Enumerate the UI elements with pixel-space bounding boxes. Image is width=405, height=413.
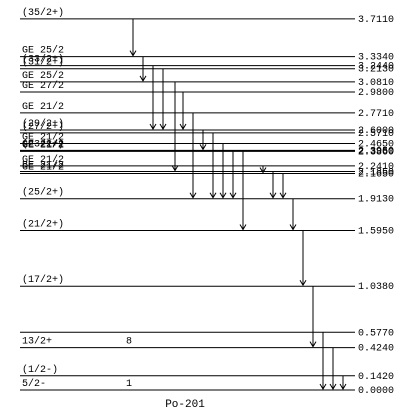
arrow-head — [269, 192, 277, 199]
arrow-head — [159, 123, 167, 130]
arrow-head — [279, 192, 287, 199]
energy-label: 0.5770 — [358, 328, 394, 339]
energy-label: 3.3340 — [358, 53, 394, 64]
spin-label: BE 21/2 — [22, 160, 64, 172]
energy-label: 2.2410 — [358, 162, 394, 173]
spin-label: GE 21/2 — [22, 154, 64, 166]
spin-label: GE 21/2 — [22, 132, 64, 144]
spin-label: GE 21/2 — [22, 101, 64, 113]
nucleus-label: Po-201 — [165, 399, 205, 411]
spin-label: (35/2+) — [22, 7, 64, 19]
arrow-head — [289, 224, 297, 231]
spin-label: GE 21/2 — [22, 162, 64, 174]
half-life-label: 1 — [126, 379, 132, 390]
arrow-head — [139, 75, 147, 82]
arrow-head — [309, 341, 317, 348]
arrow-head — [229, 192, 237, 199]
arrow-head — [129, 50, 137, 57]
arrow-head — [149, 123, 157, 130]
spin-label: (25/2+) — [22, 187, 64, 199]
spin-label: 5/2- — [22, 378, 46, 390]
energy-label: 2.6000 — [358, 126, 394, 137]
spin-label: 13/2+ — [22, 336, 52, 348]
spin-label: (31/2+) — [22, 57, 64, 69]
energy-label: 2.4650 — [358, 140, 394, 151]
spin-label: GE 25/2 — [22, 45, 64, 57]
energy-label: 2.1650 — [358, 170, 394, 181]
energy-label: 1.5950 — [358, 227, 394, 238]
arrow-head — [199, 144, 207, 151]
arrow-head — [239, 224, 247, 231]
arrow-head — [259, 167, 267, 174]
arrow-head — [179, 123, 187, 130]
energy-label: 2.5710 — [358, 129, 394, 140]
energy-label: 1.9130 — [358, 195, 394, 206]
energy-label: 2.9800 — [358, 88, 394, 99]
arrow-head — [219, 192, 227, 199]
arrow-head — [209, 192, 217, 199]
spin-label: GE 25/2 — [22, 70, 64, 82]
half-life-label: 8 — [126, 337, 132, 348]
energy-label: 3.2130 — [358, 65, 394, 76]
spin-label: (33/2+) — [22, 54, 64, 66]
arrow-head — [339, 383, 347, 390]
spin-label: (21/2+) — [22, 219, 64, 231]
spin-label: (1/2-) — [22, 364, 58, 376]
energy-label: 2.7710 — [358, 109, 394, 120]
spin-label: (23/2+) — [22, 139, 64, 151]
energy-label: 3.2440 — [358, 62, 394, 73]
energy-label: 3.7110 — [358, 15, 394, 26]
arrow-head — [189, 192, 197, 199]
energy-label: 2.3960 — [358, 146, 394, 157]
spin-label: GE 21/2 — [22, 139, 64, 151]
spin-label: (17/2+) — [22, 274, 64, 286]
energy-label: 3.0810 — [358, 78, 394, 89]
energy-label: 0.4240 — [358, 344, 394, 355]
spin-label: GE 27/2 — [22, 80, 64, 92]
arrow-head — [299, 279, 307, 287]
spin-label: GE 21/2 — [22, 138, 64, 150]
arrow-head — [319, 383, 327, 390]
arrow-head — [329, 383, 337, 390]
energy-label: 0.1420 — [358, 372, 394, 383]
energy-label: 0.0000 — [358, 386, 394, 397]
spin-label: (29/2+) — [22, 118, 64, 130]
energy-label: 2.3950 — [358, 147, 394, 158]
arrow-head — [171, 165, 179, 172]
energy-label: 2.1850 — [358, 168, 394, 179]
spin-label: (27/2+) — [22, 121, 64, 133]
energy-label: 2.3860 — [358, 147, 394, 158]
energy-label: 1.0380 — [358, 282, 394, 293]
